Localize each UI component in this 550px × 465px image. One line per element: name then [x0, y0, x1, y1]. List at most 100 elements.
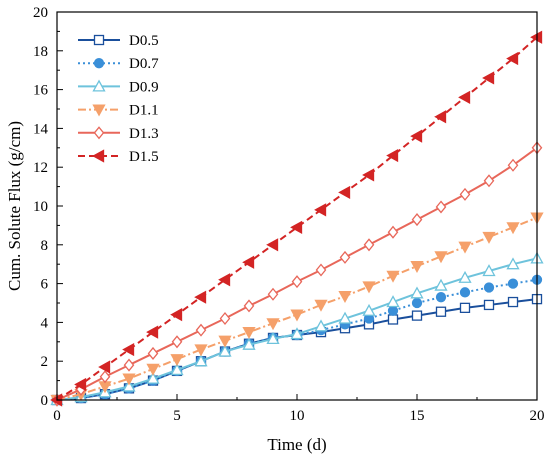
legend-label: D0.7	[129, 56, 159, 72]
data-point	[410, 260, 424, 273]
legend-label: D0.9	[129, 79, 159, 95]
data-point	[411, 297, 423, 309]
data-point	[146, 325, 159, 339]
data-point	[218, 273, 231, 287]
legend-label: D1.3	[129, 126, 159, 142]
series-D0.7	[51, 274, 543, 406]
data-point	[411, 213, 423, 227]
data-point	[483, 174, 495, 188]
data-point	[482, 71, 495, 85]
series-line	[56, 216, 538, 401]
legend-marker	[92, 104, 106, 117]
data-point	[146, 363, 160, 376]
y-tick-label: 2	[41, 354, 49, 370]
data-point	[435, 306, 447, 317]
data-point	[506, 51, 519, 66]
series-line	[56, 36, 538, 401]
data-point	[147, 346, 159, 360]
data-point	[362, 168, 375, 182]
legend-item: D0.9	[78, 79, 159, 95]
data-point	[386, 270, 400, 283]
data-point	[387, 305, 399, 316]
x-tick-label: 0	[53, 408, 61, 424]
y-tick-label: 14	[33, 121, 49, 137]
legend-marker	[92, 149, 105, 163]
data-point	[482, 231, 496, 244]
legend-item: D0.7	[78, 56, 159, 72]
data-point	[435, 200, 447, 214]
legend-item: D1.3	[78, 126, 159, 142]
legend-marker	[93, 34, 105, 46]
data-point	[290, 220, 303, 234]
data-point	[386, 295, 400, 308]
legend-label: D1.1	[129, 103, 159, 119]
data-point	[219, 311, 231, 326]
series-D1.1	[50, 212, 544, 407]
data-point	[122, 379, 136, 392]
data-point	[458, 241, 472, 254]
data-point	[386, 148, 399, 163]
data-point	[338, 311, 352, 324]
data-point	[459, 287, 471, 298]
data-point	[483, 299, 495, 311]
data-point	[483, 282, 495, 293]
data-point	[122, 373, 136, 386]
legend-marker	[93, 58, 105, 69]
data-point	[434, 251, 448, 264]
data-point	[218, 344, 232, 357]
data-point	[482, 264, 496, 277]
data-point	[314, 299, 328, 312]
data-point	[123, 358, 135, 372]
data-point	[363, 238, 375, 252]
data-point	[506, 257, 520, 270]
data-point	[290, 327, 304, 340]
data-point	[146, 371, 160, 384]
y-tick-label: 6	[41, 277, 49, 293]
data-point	[194, 354, 208, 367]
data-point	[243, 299, 255, 313]
legend-item: D0.5	[78, 33, 159, 49]
y-tick-label: 16	[33, 83, 49, 99]
x-tick-label: 15	[410, 408, 425, 424]
y-tick-label: 0	[41, 393, 49, 409]
data-point	[242, 255, 255, 269]
legend-marker	[93, 126, 105, 140]
data-point	[434, 278, 448, 291]
y-tick-label: 20	[33, 5, 48, 21]
data-point	[194, 290, 207, 304]
data-point	[410, 286, 424, 299]
data-point	[122, 342, 135, 357]
data-point	[74, 377, 87, 392]
legend-item: D1.1	[78, 103, 159, 119]
data-point	[315, 263, 327, 277]
series-layer	[50, 30, 544, 407]
y-axis-label: Cum. Solute Flux (g/cm)	[5, 121, 24, 291]
legend-item: D1.5	[78, 149, 159, 165]
data-point	[459, 302, 471, 314]
y-tick-label: 10	[33, 199, 48, 215]
data-point	[507, 296, 519, 308]
data-point	[170, 363, 184, 376]
data-point	[434, 110, 447, 124]
data-point	[290, 309, 304, 322]
data-point	[459, 187, 471, 201]
data-point	[458, 90, 471, 104]
x-tick-label: 10	[290, 408, 305, 424]
data-point	[435, 292, 447, 303]
data-point	[338, 291, 352, 304]
x-tick-label: 20	[530, 408, 545, 424]
data-point	[99, 370, 111, 384]
x-axis-label: Time (d)	[267, 435, 326, 454]
data-point	[387, 314, 399, 325]
data-point	[218, 335, 232, 348]
data-point	[267, 287, 279, 301]
data-point	[170, 354, 184, 367]
data-point	[362, 303, 376, 316]
data-point	[171, 335, 183, 349]
legend: D0.5 D0.7 D0.9 D1.1 D1.3 D1.5	[78, 33, 159, 165]
data-point	[314, 203, 327, 217]
y-tick-label: 18	[33, 44, 48, 60]
x-tick-label: 5	[173, 408, 181, 424]
series-D1.5	[50, 30, 543, 407]
